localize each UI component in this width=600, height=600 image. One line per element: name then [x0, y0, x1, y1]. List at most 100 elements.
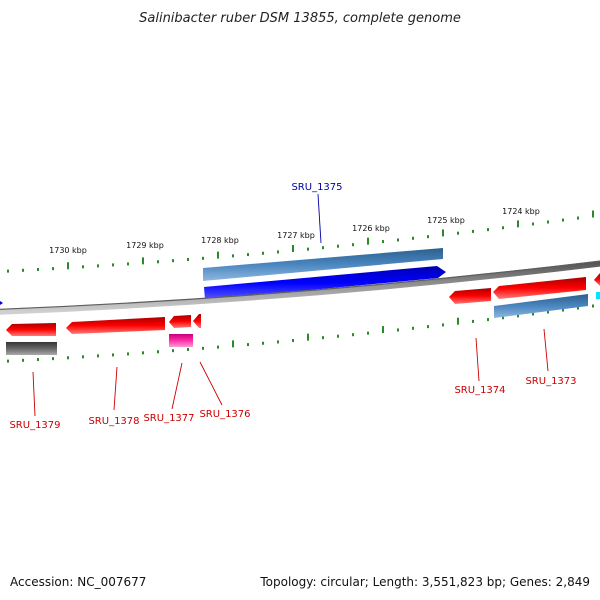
- minor-tick: [352, 243, 354, 247]
- scale-label: 1724 kbp: [502, 207, 540, 216]
- major-tick: [442, 229, 444, 237]
- major-tick: [592, 210, 594, 218]
- minor-tick: [412, 236, 414, 240]
- partial-reverse-feature[interactable]: [594, 273, 600, 286]
- gene-label-sru-1373[interactable]: SRU_1373: [525, 376, 576, 387]
- major-tick: [142, 257, 144, 265]
- gene-labels: SRU_1375 SRU_1374 SRU_1373 SRU_1379 SRU_…: [9, 182, 576, 431]
- cds-arrow-sru-1377[interactable]: [169, 315, 191, 328]
- minor-tick: [367, 331, 369, 335]
- minor-tick: [382, 240, 384, 244]
- minor-tick: [352, 333, 354, 337]
- minor-tick: [442, 323, 444, 327]
- partial-cyan-feature[interactable]: [596, 292, 600, 299]
- major-tick: [382, 326, 384, 334]
- minor-tick: [97, 264, 99, 268]
- gene-label-sru-1375[interactable]: SRU_1375: [291, 182, 342, 193]
- cds-arrow-sru-1373[interactable]: [493, 277, 586, 299]
- scale-label: 1730 kbp: [49, 246, 87, 255]
- minor-tick: [172, 349, 174, 353]
- cds-arrow-sru-1378[interactable]: [66, 317, 165, 334]
- minor-tick: [22, 268, 24, 272]
- minor-tick: [82, 355, 84, 359]
- accession-text: Accession: NC_007677: [10, 575, 146, 589]
- minor-tick: [487, 318, 489, 322]
- cds-arrow-sru-1375[interactable]: [204, 266, 446, 300]
- minor-tick: [247, 343, 249, 347]
- major-tick: [457, 317, 459, 325]
- gene-bar-sru-1375[interactable]: [203, 248, 443, 281]
- cds-arrow-sru-1379[interactable]: [6, 323, 56, 336]
- minor-tick: [97, 354, 99, 358]
- minor-tick: [577, 216, 579, 220]
- minor-tick: [547, 220, 549, 224]
- leader-sru-1376: [199, 361, 223, 406]
- minor-tick: [37, 267, 39, 271]
- minor-tick: [7, 359, 9, 363]
- minor-tick: [592, 304, 594, 308]
- major-tick: [292, 245, 294, 253]
- minor-tick: [67, 356, 69, 360]
- minor-tick: [502, 226, 504, 230]
- genome-backbone: [0, 260, 600, 315]
- minor-tick: [322, 336, 324, 340]
- minor-tick: [337, 244, 339, 248]
- gene-label-sru-1376[interactable]: SRU_1376: [199, 409, 250, 420]
- label-leaders: [32, 193, 549, 417]
- minor-tick: [337, 334, 339, 338]
- leader-sru-1373: [543, 328, 549, 372]
- rna-feature-sru-1377[interactable]: [169, 334, 193, 347]
- minor-tick: [187, 348, 189, 352]
- gene-bar-sru-1373[interactable]: [494, 294, 588, 318]
- leader-sru-1377: [171, 362, 183, 410]
- minor-tick: [562, 218, 564, 222]
- minor-tick: [262, 341, 264, 345]
- map-title: Salinibacter ruber DSM 13855, complete g…: [139, 11, 461, 26]
- major-tick: [67, 262, 69, 270]
- leader-sru-1379: [32, 371, 36, 417]
- gene-label-sru-1378[interactable]: SRU_1378: [88, 416, 139, 427]
- gene-label-sru-1379[interactable]: SRU_1379: [9, 420, 60, 431]
- minor-tick: [547, 310, 549, 314]
- outer-tick-ring: [7, 210, 594, 273]
- minor-tick: [172, 259, 174, 263]
- cds-arrow-sru-1374[interactable]: [449, 288, 491, 304]
- minor-tick: [457, 231, 459, 235]
- minor-tick: [202, 256, 204, 260]
- minor-tick: [472, 229, 474, 233]
- scale-labels: 1730 kbp 1729 kbp 1728 kbp 1727 kbp 1726…: [49, 207, 540, 255]
- partial-forward-feature[interactable]: [0, 301, 3, 305]
- minor-tick: [52, 357, 54, 361]
- minor-tick: [232, 254, 234, 258]
- minor-tick: [472, 319, 474, 323]
- minor-tick: [127, 352, 129, 356]
- minor-tick: [577, 306, 579, 310]
- leader-sru-1374: [475, 337, 480, 382]
- gene-label-sru-1374[interactable]: SRU_1374: [454, 385, 505, 396]
- minor-tick: [262, 251, 264, 255]
- minor-tick: [412, 326, 414, 330]
- minor-tick: [7, 269, 9, 273]
- minor-tick: [397, 328, 399, 332]
- minor-tick: [22, 358, 24, 362]
- minor-tick: [322, 246, 324, 250]
- minor-tick: [427, 235, 429, 239]
- forward-strand-features: [0, 248, 446, 305]
- genome-backbone-edge: [0, 260, 600, 310]
- minor-tick: [487, 228, 489, 232]
- minor-tick: [502, 316, 504, 320]
- minor-tick: [277, 340, 279, 344]
- minor-tick: [142, 351, 144, 355]
- major-tick: [517, 220, 519, 228]
- scale-label: 1729 kbp: [126, 241, 164, 250]
- minor-tick: [397, 238, 399, 242]
- cds-arrow-sru-1376[interactable]: [193, 314, 201, 328]
- gene-bar-sru-1379[interactable]: [6, 342, 57, 355]
- minor-tick: [517, 314, 519, 318]
- major-tick: [217, 251, 219, 259]
- gene-label-sru-1377[interactable]: SRU_1377: [143, 413, 194, 424]
- scale-label: 1725 kbp: [427, 216, 465, 225]
- major-tick: [232, 340, 234, 348]
- scale-label: 1728 kbp: [201, 236, 239, 245]
